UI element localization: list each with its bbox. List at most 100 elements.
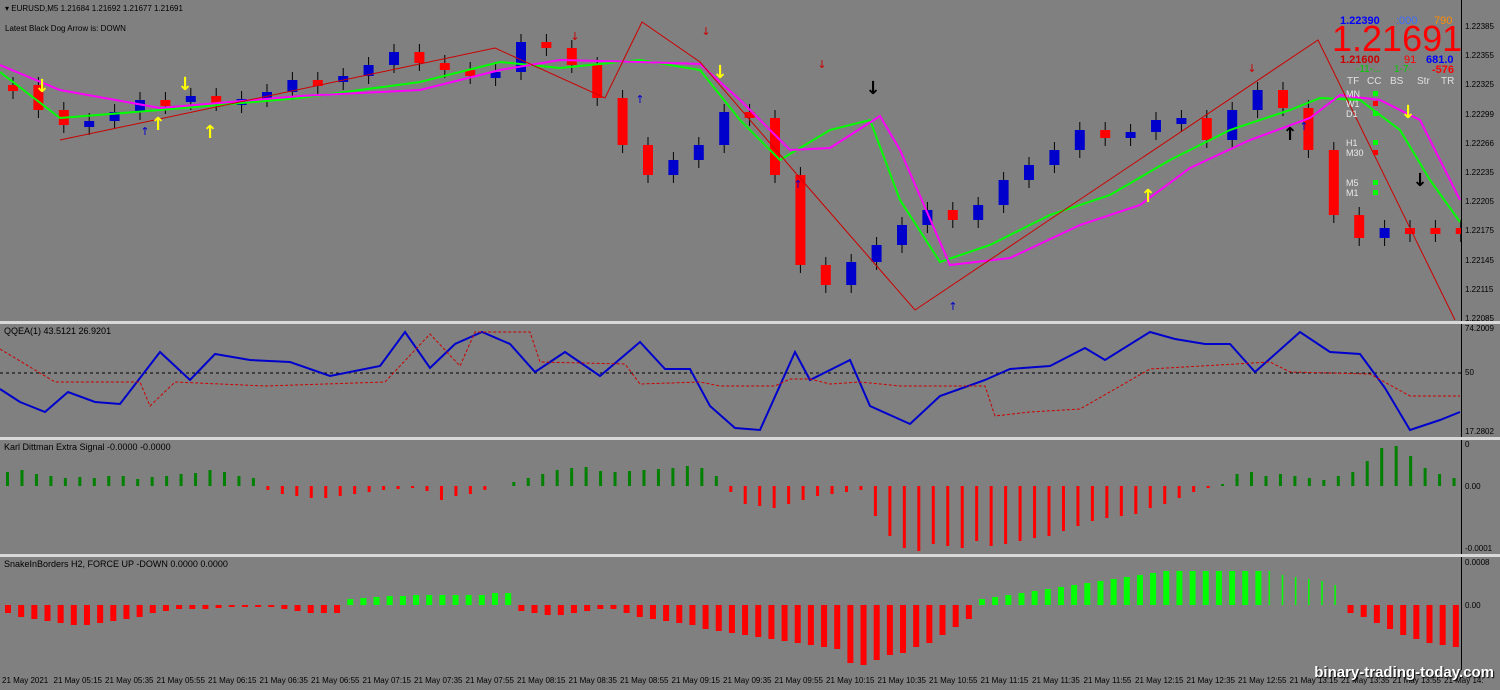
snake-in-borders-bar bbox=[1229, 571, 1236, 605]
snake-in-borders-bar bbox=[1347, 605, 1354, 613]
qqe-pane[interactable]: QQEA(1) 43.5121 26.9201 bbox=[0, 324, 1461, 437]
candle bbox=[744, 112, 755, 118]
karl-dittman-pane[interactable]: Karl Dittman Extra Signal -0.0000 -0.000… bbox=[0, 440, 1461, 554]
karl-dittman-bar bbox=[382, 486, 386, 490]
karl-dittman-bar bbox=[78, 477, 82, 486]
time-label: 21 May 10:15 bbox=[826, 676, 875, 685]
snake-in-borders-bar bbox=[1123, 577, 1130, 605]
snake-in-borders-bar bbox=[413, 595, 420, 605]
candle bbox=[1227, 110, 1238, 140]
sell-arrow-icon: ↓ bbox=[712, 62, 727, 83]
snake-in-borders-bar bbox=[992, 597, 999, 605]
time-axis[interactable]: 21 May 2021 21 May 05:15 21 May 05:35 21 Ma… bbox=[0, 670, 1500, 690]
snake-in-borders-bar bbox=[1373, 605, 1380, 623]
pane-separator[interactable] bbox=[0, 321, 1500, 324]
hud-timeframe: MN bbox=[1346, 89, 1360, 99]
small-down-arrow-icon: ↓ bbox=[817, 58, 826, 71]
karl-dittman-bar bbox=[1293, 476, 1297, 486]
candle bbox=[109, 112, 120, 121]
candle bbox=[871, 245, 882, 262]
time-label: 21 May 11:15 bbox=[980, 676, 1029, 685]
candle bbox=[1252, 90, 1263, 110]
snake-in-borders-bar bbox=[281, 605, 288, 609]
karl-dittman-bar bbox=[150, 477, 154, 486]
karl-dittman-bar bbox=[989, 486, 993, 546]
karl-dittman-scale[interactable]: 0 0.00 -0.0001 bbox=[1462, 440, 1500, 554]
karl-dittman-bar bbox=[6, 472, 9, 486]
pane-separator[interactable] bbox=[0, 437, 1500, 440]
candle bbox=[617, 98, 628, 145]
karl-dittman-bar bbox=[1163, 486, 1167, 504]
snake-in-borders-bar bbox=[1439, 605, 1446, 645]
time-label: 21 May 08:15 bbox=[517, 676, 566, 685]
candle bbox=[795, 175, 806, 265]
snake-in-borders-bar bbox=[1387, 605, 1394, 629]
snake-in-borders-bar bbox=[492, 593, 498, 605]
candle bbox=[490, 72, 501, 78]
candle bbox=[211, 96, 222, 103]
price-scale[interactable]: 1.22385 1.22355 1.22325 1.22299 1.22266 1.222… bbox=[1462, 0, 1500, 321]
karl-dittman-bar bbox=[439, 486, 443, 500]
pane-separator[interactable] bbox=[0, 554, 1500, 557]
karl-dittman-bar bbox=[1336, 476, 1340, 486]
candle bbox=[1151, 120, 1161, 132]
karl-dittman-bar bbox=[63, 478, 67, 486]
karl-dittman-bar bbox=[1380, 448, 1384, 486]
snake-in-borders-bar bbox=[334, 605, 341, 613]
candle bbox=[1100, 130, 1111, 138]
karl-dittman-bar bbox=[656, 469, 660, 486]
karl-dittman-bar bbox=[946, 486, 950, 546]
snake-in-borders-bar bbox=[755, 605, 762, 637]
karl-dittman-bar bbox=[1033, 486, 1037, 538]
candle bbox=[1201, 118, 1212, 140]
snake-in-borders-bar bbox=[728, 605, 735, 633]
candle bbox=[1278, 90, 1288, 108]
karl-dittman-bar bbox=[179, 474, 183, 486]
time-label: 21 May 06:35 bbox=[259, 676, 308, 685]
snake-in-borders-bar bbox=[1255, 571, 1262, 605]
karl-dittman-bar bbox=[584, 467, 588, 486]
karl-dittman-canvas bbox=[6, 446, 1456, 551]
hud-green-left: -11-... bbox=[1356, 64, 1382, 75]
snake-in-borders-bar bbox=[1268, 571, 1271, 605]
price-tick: 1.22235 bbox=[1465, 168, 1494, 177]
small-down-arrow-icon: ↓ bbox=[570, 30, 579, 43]
small-down-arrow-icon: ↓ bbox=[701, 25, 710, 38]
snake-in-borders-bar bbox=[373, 597, 380, 605]
price-chart-pane[interactable]: ↓ ↑ ↓ ↑ ↓ ↑ ↓ ↓ ↑ ↓ ↑ ↓ ↑ ↓ ↑ ↓ ↑ ↓ ↑ ▾ EURUSD,M5 1.21684 … bbox=[0, 0, 1461, 321]
karl-dittman-bar bbox=[1278, 474, 1282, 486]
snake-in-borders-bar bbox=[294, 605, 301, 611]
snake-in-borders-bar bbox=[1005, 595, 1012, 605]
snake-in-borders-bar bbox=[386, 596, 393, 605]
candle bbox=[922, 210, 933, 225]
candle bbox=[439, 63, 450, 70]
karl-dittman-bar bbox=[1206, 486, 1210, 488]
karl-tick: 0.00 bbox=[1465, 482, 1481, 491]
symbol-dropdown-icon[interactable]: ▾ bbox=[5, 4, 10, 13]
snake-in-borders-scale[interactable]: 0.0008 0.00 bbox=[1462, 557, 1500, 670]
snake-tick: 0.0008 bbox=[1465, 558, 1490, 567]
candle bbox=[33, 85, 44, 110]
snake-in-borders-bar bbox=[689, 605, 696, 625]
karl-dittman-bar bbox=[1322, 480, 1326, 486]
snake-in-borders-bar bbox=[215, 605, 222, 608]
snake-in-borders-label: SnakeInBorders H2, FORCE UP -DOWN 0.0000… bbox=[4, 559, 228, 569]
karl-dittman-bar bbox=[1148, 486, 1152, 508]
karl-dittman-bar bbox=[1235, 474, 1239, 486]
snake-in-borders-bar bbox=[1426, 605, 1433, 643]
price-tick: 1.22355 bbox=[1465, 51, 1494, 61]
snake-in-borders-bar bbox=[1294, 577, 1297, 605]
sell-arrow-icon: ↓ bbox=[34, 76, 49, 97]
karl-dittman-bar bbox=[975, 486, 979, 541]
karl-dittman-bar bbox=[772, 486, 776, 508]
snake-in-borders-bar bbox=[1176, 571, 1183, 605]
karl-dittman-bar bbox=[599, 471, 603, 486]
karl-dittman-bar bbox=[628, 471, 632, 486]
snake-in-borders-pane[interactable]: SnakeInBorders H2, FORCE UP -DOWN 0.0000… bbox=[0, 557, 1461, 670]
hud-status-dot bbox=[1373, 101, 1378, 106]
karl-dittman-bar bbox=[454, 486, 458, 496]
qqe-scale[interactable]: 74.2009 50 17.2802 bbox=[1462, 324, 1500, 437]
karl-dittman-bar bbox=[555, 470, 559, 486]
time-label: 21 May 07:55 bbox=[465, 676, 514, 685]
karl-dittman-bar bbox=[1307, 478, 1311, 486]
